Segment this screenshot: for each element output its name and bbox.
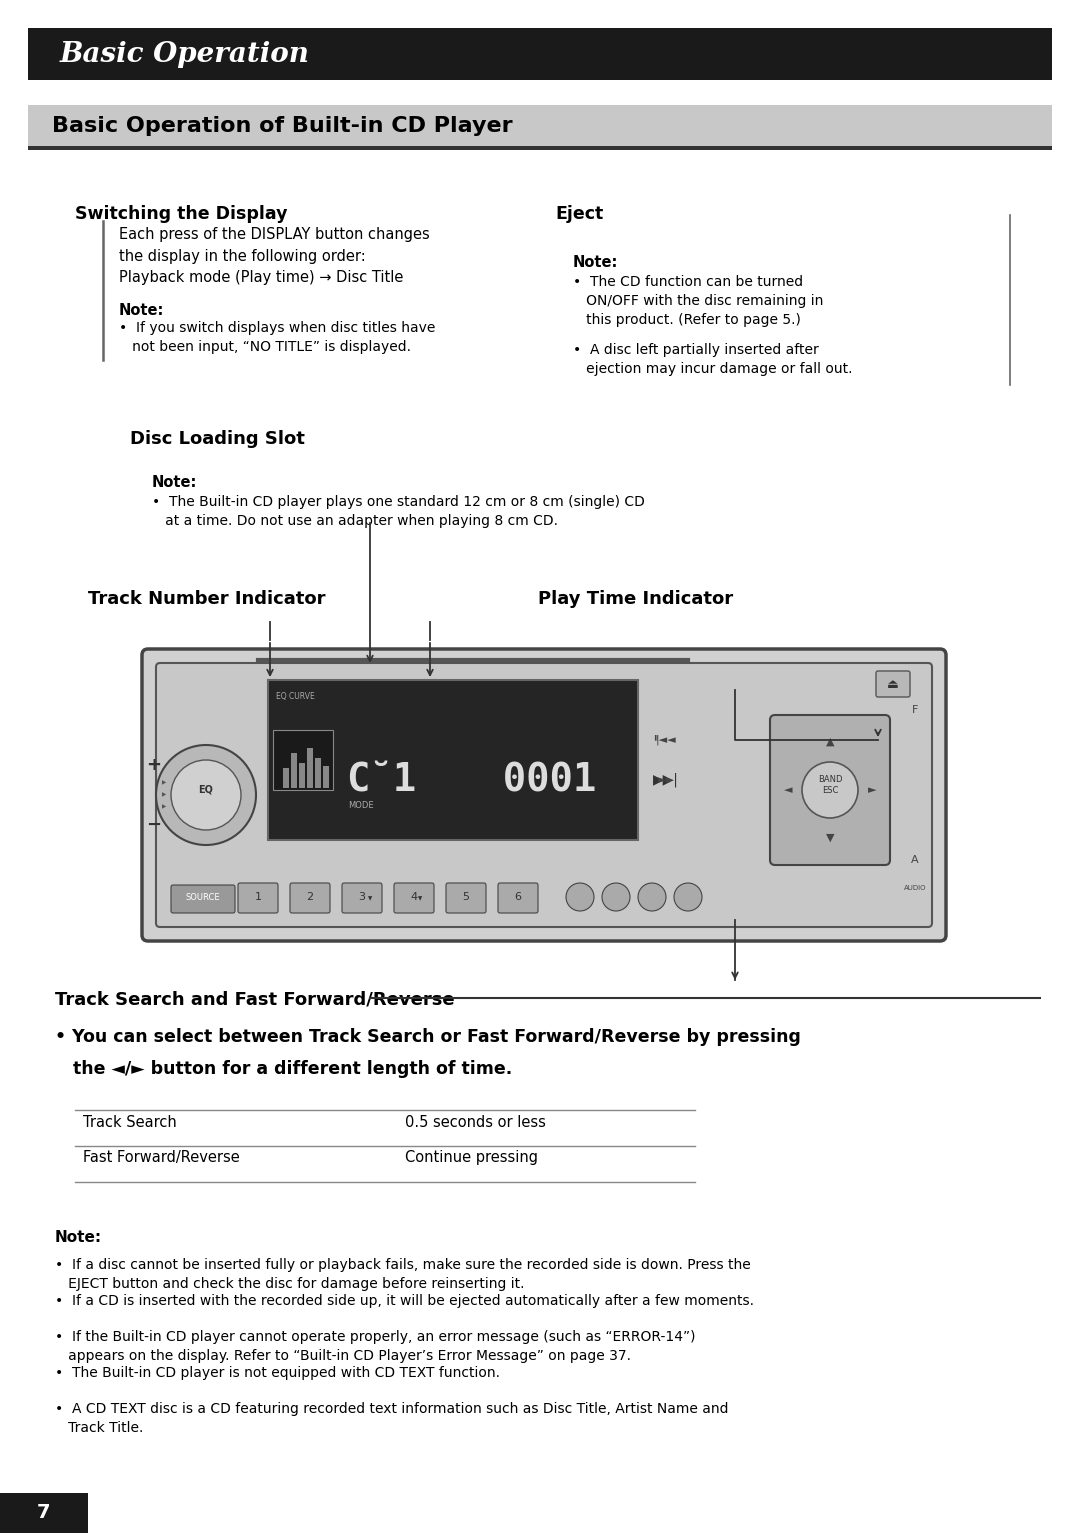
Text: •  A disc left partially inserted after
   ejection may incur damage or fall out: • A disc left partially inserted after e… <box>573 343 852 376</box>
Text: •  If the Built-in CD player cannot operate properly, an error message (such as : • If the Built-in CD player cannot opera… <box>55 1331 696 1363</box>
FancyBboxPatch shape <box>770 714 890 865</box>
Text: ▼: ▼ <box>418 897 422 901</box>
Text: Each press of the DISPLAY button changes
the display in the following order:
Pla: Each press of the DISPLAY button changes… <box>119 227 430 285</box>
Text: BAND
ESC: BAND ESC <box>818 776 842 796</box>
Circle shape <box>171 760 241 829</box>
Text: Track Number Indicator: Track Number Indicator <box>87 590 325 609</box>
Text: 5: 5 <box>462 892 470 901</box>
Text: • You can select between Track Search or Fast Forward/Reverse by pressing: • You can select between Track Search or… <box>55 1029 801 1046</box>
Text: Fast Forward/Reverse: Fast Forward/Reverse <box>83 1150 240 1165</box>
Text: Track Search: Track Search <box>83 1114 177 1130</box>
FancyBboxPatch shape <box>394 883 434 914</box>
Text: 0001: 0001 <box>456 760 596 799</box>
Text: •  The Built-in CD player is not equipped with CD TEXT function.: • The Built-in CD player is not equipped… <box>55 1366 500 1380</box>
Text: Continue pressing: Continue pressing <box>405 1150 538 1165</box>
FancyBboxPatch shape <box>156 662 932 927</box>
Text: Basic Operation of Built-in CD Player: Basic Operation of Built-in CD Player <box>52 117 513 136</box>
FancyBboxPatch shape <box>876 671 910 698</box>
Text: FUNC: FUNC <box>880 678 905 685</box>
Text: •  If a disc cannot be inserted fully or playback fails, make sure the recorded : • If a disc cannot be inserted fully or … <box>55 1259 751 1291</box>
FancyBboxPatch shape <box>446 883 486 914</box>
FancyBboxPatch shape <box>171 885 235 914</box>
FancyBboxPatch shape <box>342 883 382 914</box>
Circle shape <box>156 745 256 845</box>
Text: ▶: ▶ <box>162 805 166 809</box>
Text: the ◄/► button for a different length of time.: the ◄/► button for a different length of… <box>55 1059 512 1078</box>
Text: C̆1: C̆1 <box>346 760 416 799</box>
Text: |◄◄: |◄◄ <box>656 734 677 745</box>
Text: +: + <box>147 756 162 774</box>
Text: ►: ► <box>867 785 876 796</box>
Text: SOURCE: SOURCE <box>186 892 220 901</box>
Bar <box>299 763 305 788</box>
Text: 7: 7 <box>37 1504 51 1522</box>
Bar <box>28 104 1052 147</box>
Text: AUDIO: AUDIO <box>904 885 927 891</box>
Text: 1: 1 <box>255 892 261 901</box>
Text: ▶: ▶ <box>162 793 166 797</box>
Text: ᑊᑊ: ᑊᑊ <box>653 733 658 747</box>
Circle shape <box>674 883 702 911</box>
Bar <box>315 757 321 788</box>
Text: 0.5 seconds or less: 0.5 seconds or less <box>405 1114 545 1130</box>
Text: Track Search and Fast Forward/Reverse: Track Search and Fast Forward/Reverse <box>55 990 455 1009</box>
Text: ◄: ◄ <box>784 785 793 796</box>
FancyBboxPatch shape <box>238 883 278 914</box>
FancyBboxPatch shape <box>291 883 330 914</box>
FancyBboxPatch shape <box>498 883 538 914</box>
Circle shape <box>802 762 858 819</box>
Text: ▲: ▲ <box>826 737 834 747</box>
Text: ⏏: ⏏ <box>887 679 899 691</box>
Circle shape <box>638 883 666 911</box>
Bar <box>0 1493 87 1533</box>
Text: 4: 4 <box>410 892 418 901</box>
Bar <box>28 146 1052 150</box>
Text: Eject: Eject <box>555 205 604 222</box>
Text: Note:: Note: <box>152 475 198 491</box>
Text: A: A <box>912 855 919 865</box>
Text: Disc Loading Slot: Disc Loading Slot <box>130 429 305 448</box>
Text: MODE: MODE <box>348 802 374 809</box>
Circle shape <box>602 883 630 911</box>
Text: EQ: EQ <box>199 785 214 796</box>
Text: Play Time Indicator: Play Time Indicator <box>538 590 733 609</box>
Text: Switching the Display: Switching the Display <box>75 205 287 222</box>
Text: •  If you switch displays when disc titles have
   not been input, “NO TITLE” is: • If you switch displays when disc title… <box>119 320 435 354</box>
Text: Note:: Note: <box>573 254 619 270</box>
Text: Note:: Note: <box>55 1229 103 1245</box>
Circle shape <box>566 883 594 911</box>
Text: •  The Built-in CD player plays one standard 12 cm or 8 cm (single) CD
   at a t: • The Built-in CD player plays one stand… <box>152 495 645 527</box>
Bar <box>307 748 313 788</box>
Text: ▼: ▼ <box>368 897 373 901</box>
Bar <box>273 730 333 789</box>
Text: F: F <box>912 705 918 714</box>
Text: ▶▶|: ▶▶| <box>653 773 679 788</box>
Text: Note:: Note: <box>119 304 164 317</box>
Bar <box>28 28 1052 80</box>
Text: •  If a CD is inserted with the recorded side up, it will be ejected automatical: • If a CD is inserted with the recorded … <box>55 1294 754 1308</box>
Text: ►►: ►► <box>658 776 675 785</box>
Bar <box>268 681 638 840</box>
Text: 2: 2 <box>307 892 313 901</box>
Text: 3: 3 <box>359 892 365 901</box>
Text: •  A CD TEXT disc is a CD featuring recorded text information such as Disc Title: • A CD TEXT disc is a CD featuring recor… <box>55 1403 729 1435</box>
Text: Basic Operation: Basic Operation <box>60 40 310 67</box>
Text: ▶: ▶ <box>162 780 166 785</box>
Text: −: − <box>147 816 162 834</box>
Text: •  The CD function can be turned
   ON/OFF with the disc remaining in
   this pr: • The CD function can be turned ON/OFF w… <box>573 274 823 327</box>
FancyBboxPatch shape <box>141 648 946 941</box>
Bar <box>323 766 329 788</box>
Bar <box>291 753 297 788</box>
Text: ▼: ▼ <box>826 832 834 843</box>
Bar <box>283 768 289 788</box>
Text: 6: 6 <box>514 892 522 901</box>
Text: EQ CURVE: EQ CURVE <box>276 691 314 701</box>
